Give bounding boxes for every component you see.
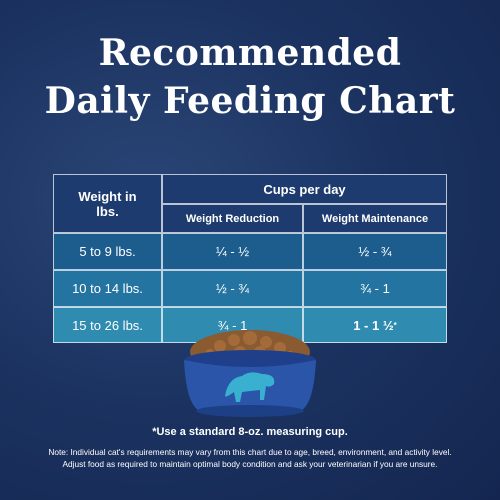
maintenance-cell: 1 - 1 ½ * <box>303 307 447 343</box>
title-line: Recommended <box>98 32 402 74</box>
cell-text: 1 - 1 ½ <box>353 317 394 333</box>
weight-cell: 10 to 14 lbs. <box>53 270 162 307</box>
maintenance-cell: ½ - ¾ <box>303 233 447 270</box>
group-header: Cups per day <box>162 174 447 204</box>
bowl-base <box>196 405 304 417</box>
column-header: Weight Reduction <box>162 204 303 233</box>
note-line: Adjust food as required to maintain opti… <box>62 459 438 469</box>
row-header: Weight in lbs. <box>53 174 162 233</box>
maintenance-cell: ¾ - 1 <box>303 270 447 307</box>
note-line: Note: Individual cat's requirements may … <box>48 447 452 457</box>
weight-cell: 5 to 9 lbs. <box>53 233 162 270</box>
footnote-marker: * <box>393 320 397 330</box>
column-header: Weight Maintenance <box>303 204 447 233</box>
reduction-cell: ½ - ¾ <box>162 270 303 307</box>
footnote: *Use a standard 8-oz. measuring cup. <box>152 426 348 438</box>
buffalo-logo <box>225 372 275 402</box>
reduction-cell: ¼ - ½ <box>162 233 303 270</box>
row-header-text: Weight in lbs. <box>78 188 137 219</box>
food-bowl <box>184 330 316 417</box>
title-line: Daily Feeding Chart <box>44 80 456 122</box>
bowl-rim <box>184 350 316 370</box>
weight-cell: 15 to 26 lbs. <box>53 307 162 343</box>
